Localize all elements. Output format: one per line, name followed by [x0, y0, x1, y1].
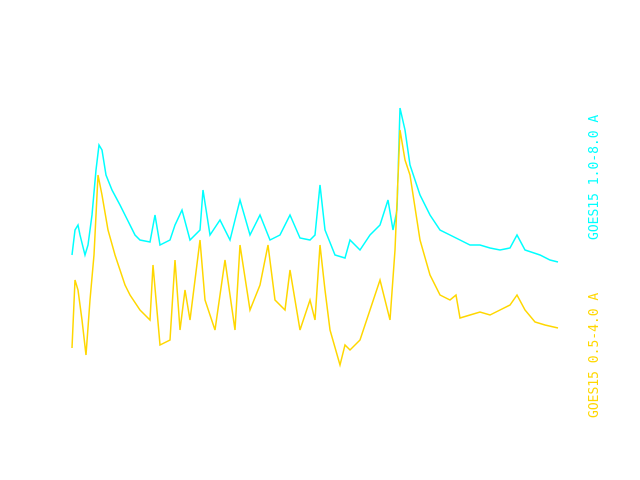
- series-line-0: [71, 107, 559, 263]
- legend-label-short-channel: GOES15 0.5-4.0 A: [587, 293, 602, 418]
- legend-label-long-channel: GOES15 1.0-8.0 A: [587, 115, 602, 240]
- series-line-1: [71, 129, 559, 368]
